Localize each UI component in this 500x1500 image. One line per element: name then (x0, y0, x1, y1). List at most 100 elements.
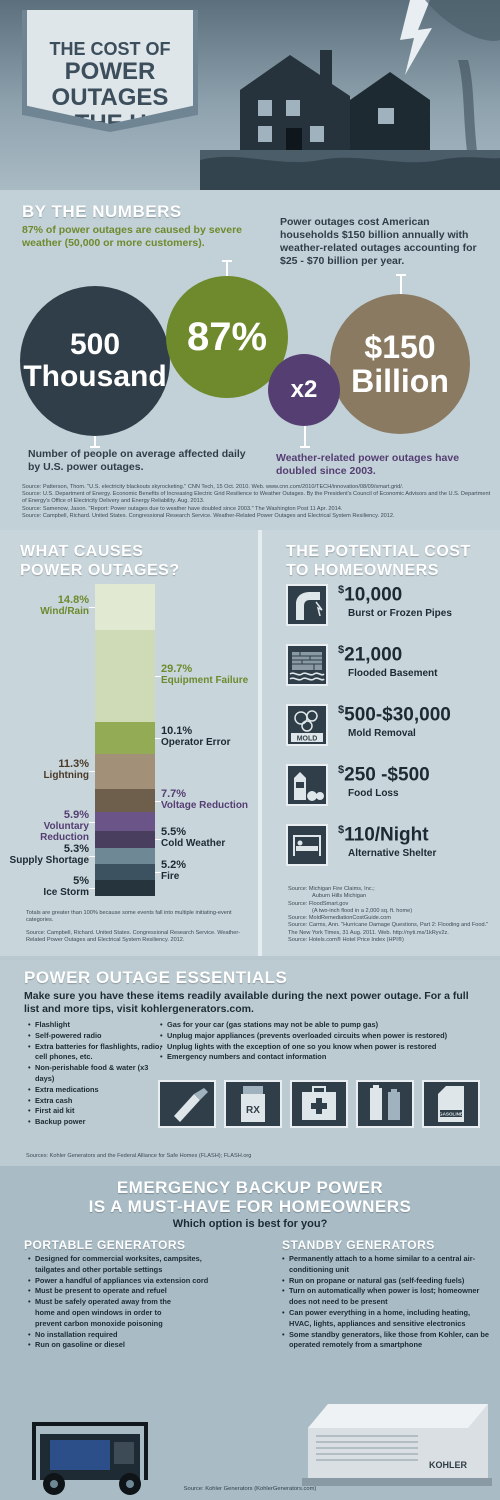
title-line-3: IN THE U.S. (43, 110, 176, 137)
cost-row-pipes: $10,000 Burst or Frozen Pipes (286, 584, 496, 634)
cause-label-percent: 14.8% (57, 593, 89, 606)
svg-text:GASOLINE: GASOLINE (439, 1112, 463, 1117)
essentials-section: POWER OUTAGE ESSENTIALS Make sure you ha… (0, 960, 500, 1166)
list-item: Can power everything in a home, includin… (282, 1308, 492, 1330)
cost-row-basement: $21,000 Flooded Basement (286, 644, 496, 694)
list-item: Self-powered radio (28, 1031, 163, 1042)
list-item: Unplug lights with the exception of one … (160, 1042, 490, 1053)
list-item: Flashlight (28, 1020, 163, 1031)
circle-87-percent: 87% (166, 276, 288, 398)
stat-500-text: Number of people on average affected dai… (28, 448, 246, 473)
cause-leader-line (89, 856, 95, 858)
cause-leader-line (89, 821, 95, 823)
house-icon (200, 0, 500, 190)
cause-leader-line (89, 888, 95, 890)
storm-house-illustration (200, 0, 500, 190)
list-item: Must be safely operated away from the ho… (28, 1297, 178, 1329)
circle-x2-value: x2 (290, 376, 318, 403)
cause-leader-line (155, 737, 161, 739)
cause-leader-line (155, 872, 161, 874)
cost-label-basement: Flooded Basement (348, 668, 438, 679)
circle-150-line-2: Billion (351, 363, 449, 399)
cause-bar-segment (95, 830, 155, 849)
emergency-subheading: Which option is best for you? (172, 1218, 328, 1230)
cost-label-food: Food Loss (348, 788, 399, 799)
cause-label: 5.9% Voluntary Reduction (9, 809, 89, 843)
causes-section: WHAT CAUSES POWER OUTAGES? 14.8% Wind/Rai… (0, 530, 258, 956)
battery-icon (356, 1080, 414, 1128)
emergency-source: Source: Kohler Generators (KohlerGenerat… (183, 1486, 317, 1492)
mold-icon: MOLD (286, 704, 328, 746)
title-line-1: THE COST OF (49, 39, 171, 59)
causes-source: Source: Campbell, Richard. United States… (26, 930, 241, 943)
list-item: Turn on automatically when power is lost… (282, 1286, 492, 1308)
pin-cap-87 (222, 260, 232, 262)
cause-stacked-bar (95, 584, 155, 897)
list-item: Extra batteries for flashlights, radio, … (28, 1042, 163, 1064)
cause-label: 5.2% Fire (161, 860, 251, 883)
cause-label-name: Supply Shortage (9, 855, 89, 867)
emergency-section: EMERGENCY BACKUP POWER IS A MUST-HAVE FO… (0, 1166, 500, 1500)
flashlight-icon (158, 1080, 216, 1128)
essentials-source: Sources: Kohler Generators and the Feder… (26, 1153, 252, 1159)
list-item: Gas for your car (gas stations may not b… (160, 1020, 490, 1031)
by-the-numbers-section: BY THE NUMBERS 87% of power outages are … (0, 190, 500, 530)
cause-label-name: Voluntary Reduction (40, 820, 89, 843)
stat-87-text: 87% of power outages are caused by sever… (22, 224, 243, 249)
cost-label-pipes: Burst or Frozen Pipes (348, 608, 452, 619)
cause-label: 7.7% Voltage Reduction (161, 787, 251, 811)
section-heading-emergency: EMERGENCY BACKUP POWER IS A MUST-HAVE FO… (0, 1178, 500, 1216)
costs-source-2: Auburn Hills Michigan (312, 893, 367, 900)
stat-x2-text: Weather-related power outages have doubl… (276, 452, 460, 477)
numbers-source-2: Source: U.S. Department of Energy. Econo… (22, 491, 491, 505)
first-aid-kit-icon (290, 1080, 348, 1128)
section-divider (258, 530, 262, 956)
cause-label-percent: 7.7% (161, 787, 187, 800)
essentials-list-1: Flashlight Self-powered radio Extra batt… (28, 1020, 163, 1128)
title-badge: THE COST OF POWER OUTAGES IN THE U.S. (22, 10, 198, 132)
section-heading-costs: THE POTENTIAL COST TO HOMEOWNERS (286, 542, 496, 580)
svg-text:MOLD: MOLD (297, 736, 318, 743)
list-item: Emergency numbers and contact informatio… (160, 1052, 490, 1063)
causes-heading-line-1: WHAT CAUSES (20, 543, 144, 560)
pin-cap-500 (90, 446, 100, 448)
list-item: First aid kit (28, 1106, 163, 1117)
cause-label-percent: 10.1% (161, 724, 193, 737)
section-heading-numbers: BY THE NUMBERS (22, 202, 182, 221)
list-item: Extra cash (28, 1096, 163, 1107)
costs-source-7: Source: Hotels.com® Hotel Price Index (H… (288, 937, 404, 944)
cause-bar-segment (95, 880, 155, 897)
list-item: Power a handful of appliances via extens… (28, 1276, 233, 1287)
pin-line-87 (226, 260, 228, 278)
costs-sources: Source: Michigan Fire Claims, Inc.; Aubu… (288, 886, 493, 944)
portable-list: Designed for commercial worksites, camps… (28, 1254, 233, 1351)
cause-leader-line (155, 839, 161, 841)
gas-can-icon: GASOLINE (422, 1080, 480, 1128)
cost-amount-basement: $21,000 (338, 644, 403, 666)
medication-icon: RX (224, 1080, 282, 1128)
cause-bar-segment (95, 864, 155, 881)
pin-line-150 (400, 274, 402, 296)
list-item: Run on propane or natural gas (self-feed… (282, 1276, 492, 1287)
cause-leader-line (155, 676, 161, 678)
standby-list: Permanently attach to a home similar to … (282, 1254, 492, 1351)
cause-leader-line (89, 771, 95, 773)
cause-label: 10.1% Operator Error (161, 724, 251, 748)
pin-cap-150 (396, 274, 406, 276)
cost-label-shelter: Alternative Shelter (348, 848, 437, 859)
circle-500-line-1: 500 (69, 328, 121, 361)
cause-bar-segment (95, 629, 155, 723)
causes-heading-line-2: POWER OUTAGES? (20, 562, 180, 579)
cause-label: 5% Ice Storm (9, 876, 89, 899)
cause-label-name: Voltage Reduction (161, 799, 249, 811)
list-item: Backup power (28, 1117, 163, 1128)
cause-label-name: Fire (161, 871, 180, 883)
cause-label-name: Wind/Rain (40, 605, 89, 617)
list-item: Extra medications (28, 1085, 163, 1096)
standby-generator-icon: KOHLER (298, 1398, 493, 1492)
circle-500-line-2: Thousand (23, 360, 167, 393)
cost-row-mold: MOLD $500-$30,000 Mold Removal (286, 704, 496, 754)
circle-87-value: 87% (186, 314, 268, 359)
pipe-icon (286, 584, 328, 626)
costs-heading-line-1: THE POTENTIAL COST (286, 543, 471, 560)
